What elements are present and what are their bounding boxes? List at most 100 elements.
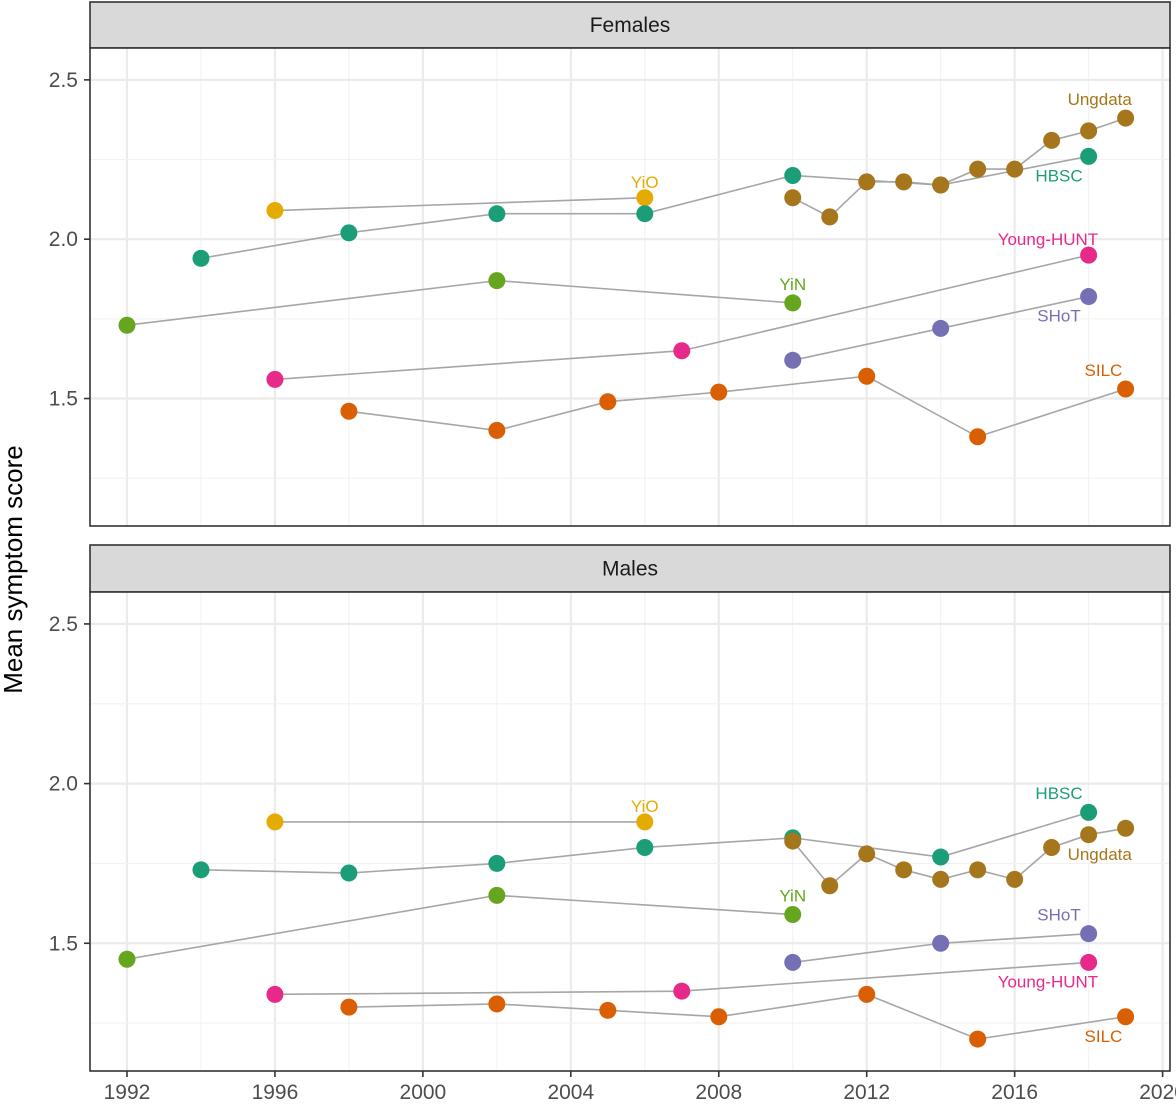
x-tick-label: 1992	[104, 1081, 151, 1104]
data-point-ungdata	[1043, 838, 1061, 856]
data-point-silc	[969, 428, 987, 446]
data-point-shot	[1080, 925, 1098, 943]
series-label-young-hunt: Young-HUNT	[998, 230, 1098, 249]
data-point-yin	[784, 294, 802, 312]
series-label-ungdata: Ungdata	[1068, 845, 1133, 864]
data-point-hbsc	[932, 848, 950, 866]
data-point-silc	[340, 402, 358, 420]
data-point-ungdata	[784, 832, 802, 850]
panel-border	[89, 47, 1171, 527]
data-point-hbsc	[1080, 147, 1098, 165]
plot-background	[90, 592, 1170, 1071]
series-line-ungdata	[792, 827, 1126, 887]
data-point-shot	[932, 934, 950, 952]
y-tick-label: 2.5	[49, 613, 78, 636]
x-tick-label: 2016	[991, 1081, 1038, 1104]
data-point-silc	[858, 985, 876, 1003]
data-point-hbsc	[1080, 803, 1098, 821]
x-tick-label: 2020	[1139, 1081, 1176, 1104]
data-point-ungdata	[1117, 819, 1135, 837]
data-point-hbsc	[192, 249, 210, 267]
facet-strip-title: Females	[590, 14, 671, 37]
series-label-ungdata: Ungdata	[1068, 90, 1133, 109]
data-point-yio	[636, 813, 654, 831]
data-point-ungdata	[969, 160, 987, 178]
y-tick-label: 1.5	[49, 388, 78, 411]
grid-lines	[90, 592, 1170, 1071]
data-point-silc	[1117, 1008, 1135, 1026]
y-tick-label: 2.0	[49, 228, 78, 251]
data-point-yin	[488, 886, 506, 904]
series-label-hbsc: HBSC	[1035, 784, 1082, 803]
series-label-hbsc: HBSC	[1035, 166, 1082, 185]
data-point-hbsc	[192, 861, 210, 879]
data-point-hbsc	[488, 205, 506, 223]
data-point-hbsc	[636, 205, 654, 223]
data-point-young-hunt	[266, 370, 284, 388]
data-point-silc	[1117, 380, 1135, 398]
data-point-shot	[932, 319, 950, 337]
data-point-shot	[784, 351, 802, 369]
data-point-silc	[710, 1008, 728, 1026]
data-point-shot	[1080, 288, 1098, 306]
data-point-ungdata	[784, 189, 802, 207]
data-point-silc	[599, 1001, 617, 1019]
series-line-ungdata	[792, 117, 1126, 218]
data-point-yin	[784, 906, 802, 924]
x-tick-label: 2004	[547, 1081, 594, 1104]
series-label-yin: YiN	[779, 275, 806, 294]
x-tick-label: 2008	[695, 1081, 742, 1104]
data-point-shot	[784, 953, 802, 971]
data-point-yin	[118, 950, 136, 968]
series-label-shot: SHoT	[1037, 307, 1080, 326]
panel-border	[89, 591, 1171, 1072]
data-point-ungdata	[969, 861, 987, 879]
data-point-ungdata	[1080, 826, 1098, 844]
data-point-silc	[710, 383, 728, 401]
grid-lines	[90, 48, 1170, 526]
facet-strip	[89, 1, 1171, 49]
data-point-ungdata	[821, 208, 839, 226]
data-point-ungdata	[1006, 870, 1024, 888]
series-label-young-hunt: Young-HUNT	[998, 973, 1098, 992]
data-point-ungdata	[932, 176, 950, 194]
data-point-yin	[488, 272, 506, 290]
series-label-silc: SILC	[1085, 1027, 1123, 1046]
series-label-shot: SHoT	[1037, 906, 1080, 925]
data-point-young-hunt	[266, 985, 284, 1003]
series-label-yin: YiN	[779, 886, 806, 905]
data-point-ungdata	[858, 845, 876, 863]
data-point-hbsc	[488, 854, 506, 872]
y-tick-label: 1.5	[49, 932, 78, 955]
data-point-hbsc	[340, 224, 358, 242]
data-point-ungdata	[821, 877, 839, 895]
data-point-young-hunt	[673, 342, 691, 360]
series-label-yio: YiO	[631, 173, 659, 192]
data-point-silc	[599, 393, 617, 411]
data-point-hbsc	[636, 838, 654, 856]
data-point-ungdata	[895, 861, 913, 879]
data-point-silc	[488, 995, 506, 1013]
data-point-ungdata	[1006, 160, 1024, 178]
x-tick-label: 2000	[400, 1081, 447, 1104]
x-tick-label: 1996	[252, 1081, 299, 1104]
data-point-ungdata	[895, 173, 913, 191]
data-point-yio	[636, 189, 654, 207]
data-point-silc	[858, 367, 876, 385]
x-tick-label: 2012	[843, 1081, 890, 1104]
plot-background	[90, 48, 1170, 526]
data-point-ungdata	[1080, 122, 1098, 140]
data-point-ungdata	[858, 173, 876, 191]
series-line-yio	[274, 196, 645, 212]
y-tick-label: 2.5	[49, 69, 78, 92]
series-label-silc: SILC	[1085, 361, 1123, 380]
y-axis-title: Mean symptom score	[0, 445, 28, 694]
data-point-hbsc	[784, 166, 802, 184]
y-tick-label: 2.0	[49, 773, 78, 796]
data-point-ungdata	[1117, 109, 1135, 127]
facet-strip-title: Males	[602, 558, 658, 581]
data-point-ungdata	[932, 870, 950, 888]
series-label-yio: YiO	[631, 797, 659, 816]
data-point-silc	[488, 421, 506, 439]
